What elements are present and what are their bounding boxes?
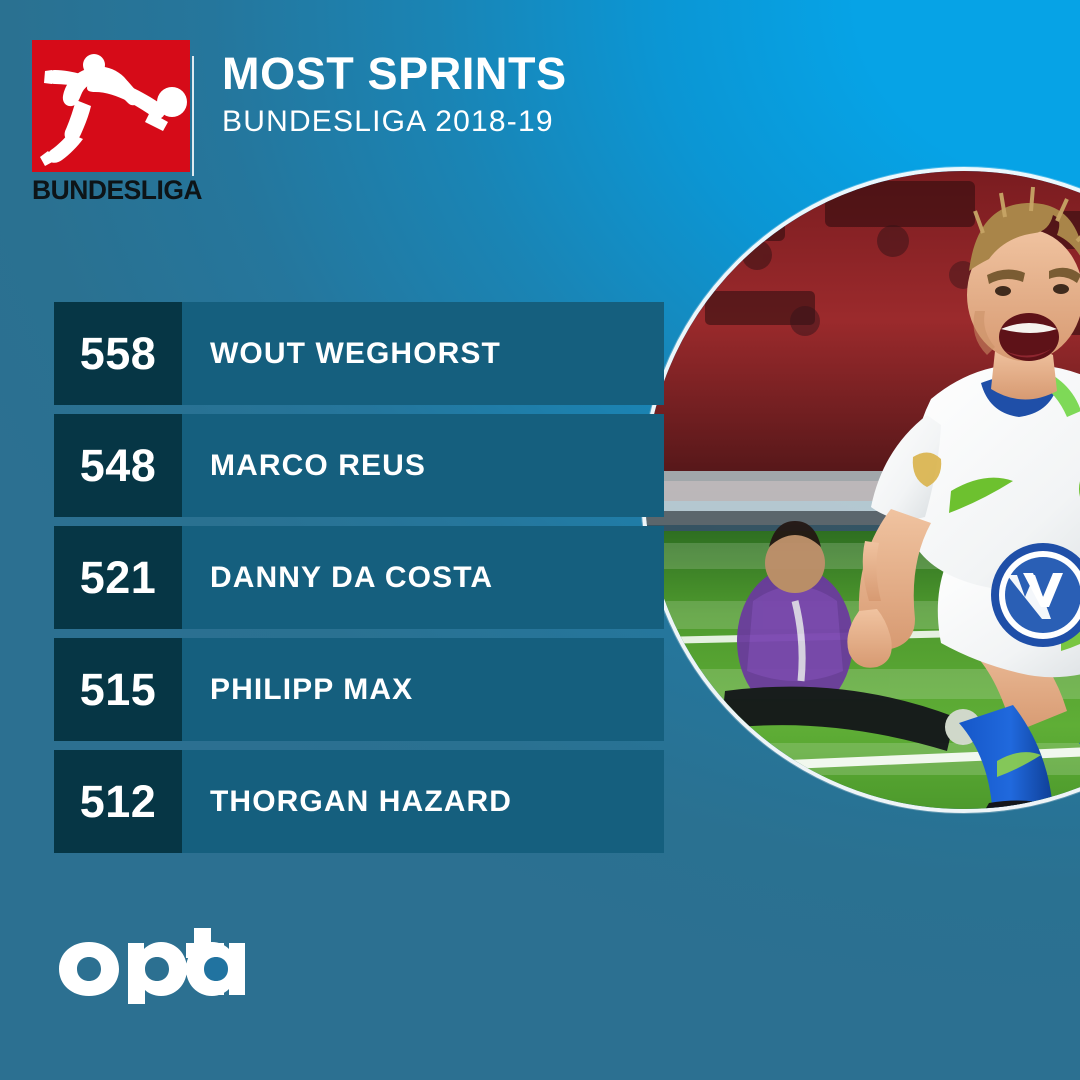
row-value-box: 515 (54, 638, 182, 741)
row-player-name: PHILIPP MAX (210, 672, 414, 706)
row-value-box: 548 (54, 414, 182, 517)
table-row[interactable]: 512 THORGAN HAZARD (54, 750, 664, 853)
header-divider (192, 56, 194, 176)
table-row[interactable]: 558 WOUT WEGHORST (54, 302, 664, 405)
bundesliga-player-kicking-ball-icon (32, 40, 190, 172)
row-player-name: WOUT WEGHORST (210, 336, 501, 370)
ranking-list: 558 WOUT WEGHORST 548 MARCO REUS 521 DAN… (54, 302, 664, 862)
row-value: 515 (79, 664, 157, 715)
bundesliga-wordmark: BUNDESLIGA (32, 175, 203, 205)
row-value: 521 (79, 552, 157, 603)
table-row[interactable]: 521 DANNY DA COSTA (54, 526, 664, 629)
header: BUNDESLIGA MOST SPRINTS BUNDESLIGA 2018-… (32, 40, 652, 215)
row-value-box: 521 (54, 526, 182, 629)
row-value: 512 (79, 776, 157, 827)
row-player-name: MARCO REUS (210, 448, 427, 482)
opta-logo-icon (58, 928, 246, 1004)
row-value-box: 512 (54, 750, 182, 853)
row-value: 548 (79, 440, 157, 491)
row-player-name: THORGAN HAZARD (210, 784, 513, 818)
row-value: 558 (79, 328, 157, 379)
row-player-name: DANNY DA COSTA (210, 560, 494, 594)
player-photo-circle: 9 W (641, 167, 1080, 813)
table-row[interactable]: 548 MARCO REUS (54, 414, 664, 517)
title-group: MOST SPRINTS BUNDESLIGA 2018-19 (222, 50, 567, 138)
table-row[interactable]: 515 PHILIPP MAX (54, 638, 664, 741)
page-subtitle: BUNDESLIGA 2018-19 (222, 105, 554, 139)
player-celebrating-photo: 9 W (645, 171, 1080, 809)
bundesliga-logo: BUNDESLIGA (32, 40, 203, 205)
page-title: MOST SPRINTS (222, 48, 567, 99)
row-value-box: 558 (54, 302, 182, 405)
